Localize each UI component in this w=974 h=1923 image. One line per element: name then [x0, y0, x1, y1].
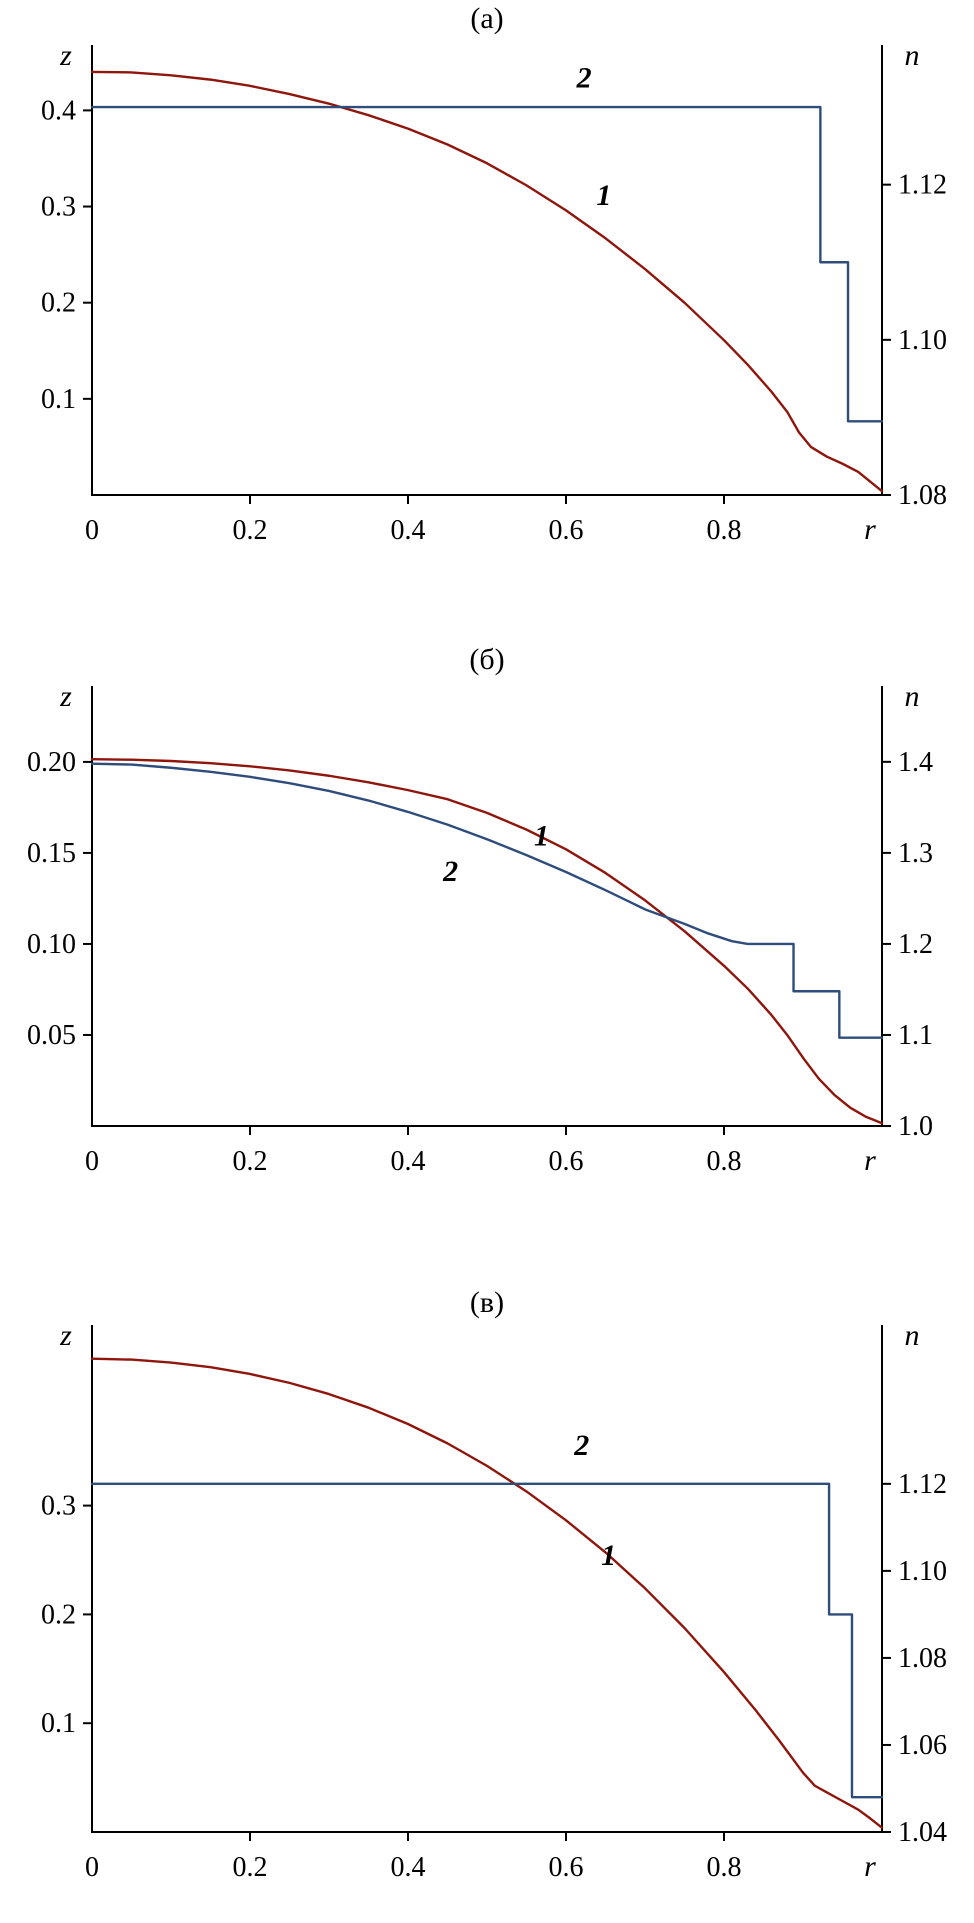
curve-label-1: 1 [596, 179, 611, 212]
left-axis-tick-label: 0.3 [41, 1491, 76, 1522]
curve-1 [90, 1357, 884, 1829]
curve-label-1: 1 [534, 820, 549, 853]
right-axis-tick-label: 1.08 [898, 480, 947, 511]
right-axis-tick-label: 1.3 [898, 838, 933, 869]
left-axis-tick-label: 0.20 [27, 747, 76, 778]
left-axis-tick-label: 0.1 [41, 384, 76, 415]
curve-label-1: 1 [601, 1539, 616, 1572]
x-axis-origin-label: 0 [85, 1146, 99, 1177]
left-axis-tick-label: 0.15 [27, 838, 76, 869]
left-axis-tick-label: 0.4 [41, 95, 76, 126]
z-axis-label: z [59, 680, 72, 713]
curve-label-2: 2 [573, 1429, 589, 1462]
x-axis-tick-label: 0.2 [233, 1146, 268, 1177]
panel-v-title: (в) [469, 1286, 505, 1319]
right-axis-tick-label: 1.2 [898, 929, 933, 960]
x-axis-tick-label: 0.8 [707, 515, 742, 546]
right-axis-tick-label: 1.12 [898, 170, 947, 201]
x-axis-tick-label: 0.4 [391, 1146, 426, 1177]
x-axis-tick-label: 0.6 [549, 1146, 584, 1177]
panel-b-chart: 0.05 0.10 0.15 0.20 1.0 1.1 1.2 1.3 1.4 0.2 0.4 0.6… [27, 680, 933, 1177]
n-axis-label: n [905, 680, 920, 713]
right-axis-tick-label: 1.4 [898, 747, 933, 778]
curve-1 [90, 70, 884, 493]
x-axis-tick-label: 0.8 [707, 1852, 742, 1883]
panel-a-chart: 0.1 0.2 0.3 0.4 1.08 1.10 1.12 0.2 0.4 0.6 0.8 0 r z n… [41, 39, 947, 546]
x-axis-tick-label: 0.6 [549, 515, 584, 546]
left-axis-tick-label: 0.3 [41, 192, 76, 223]
x-axis-tick-label: 0.8 [707, 1146, 742, 1177]
left-axis-tick-label: 0.2 [41, 1599, 76, 1630]
x-axis-label: r [864, 1850, 876, 1883]
z-axis-label: z [59, 39, 72, 72]
right-axis-tick-label: 1.10 [898, 1556, 947, 1587]
right-axis-tick-label: 1.1 [898, 1020, 933, 1051]
x-axis-label: r [864, 513, 876, 546]
x-axis-tick-label: 0.4 [391, 1852, 426, 1883]
left-axis-tick-label: 0.2 [41, 288, 76, 319]
curve-2 [90, 762, 884, 1039]
curve-label-2: 2 [576, 62, 592, 95]
left-axis-tick-label: 0.05 [27, 1020, 76, 1051]
x-axis-tick-label: 0.6 [549, 1852, 584, 1883]
x-axis-tick-label: 0.2 [233, 515, 268, 546]
x-axis-origin-label: 0 [85, 515, 99, 546]
x-axis-label: r [864, 1144, 876, 1177]
right-axis-tick-label: 1.08 [898, 1643, 947, 1674]
left-axis-tick-label: 0.1 [41, 1708, 76, 1739]
left-axis-tick-label: 0.10 [27, 929, 76, 960]
panel-b-title: (б) [469, 643, 505, 676]
right-axis-tick-label: 1.0 [898, 1111, 933, 1142]
right-axis-tick-label: 1.06 [898, 1730, 947, 1761]
right-axis-tick-label: 1.10 [898, 325, 947, 356]
x-axis-tick-label: 0.4 [391, 515, 426, 546]
panel-v-chart: 0.1 0.2 0.3 1.04 1.06 1.08 1.10 1.12 0.2 0.4 0.6 0.… [41, 1319, 947, 1883]
right-axis-tick-label: 1.12 [898, 1469, 947, 1500]
curve-2 [90, 1482, 884, 1799]
x-axis-tick-label: 0.2 [233, 1852, 268, 1883]
n-axis-label: n [905, 1319, 920, 1352]
curve-label-2: 2 [442, 855, 458, 888]
right-axis-tick-label: 1.04 [898, 1817, 947, 1848]
n-axis-label: n [905, 39, 920, 72]
z-axis-label: z [59, 1319, 72, 1352]
panel-a-title: (а) [470, 2, 504, 35]
curve-2 [90, 105, 884, 423]
x-axis-origin-label: 0 [85, 1852, 99, 1883]
curve-1 [90, 757, 884, 1125]
